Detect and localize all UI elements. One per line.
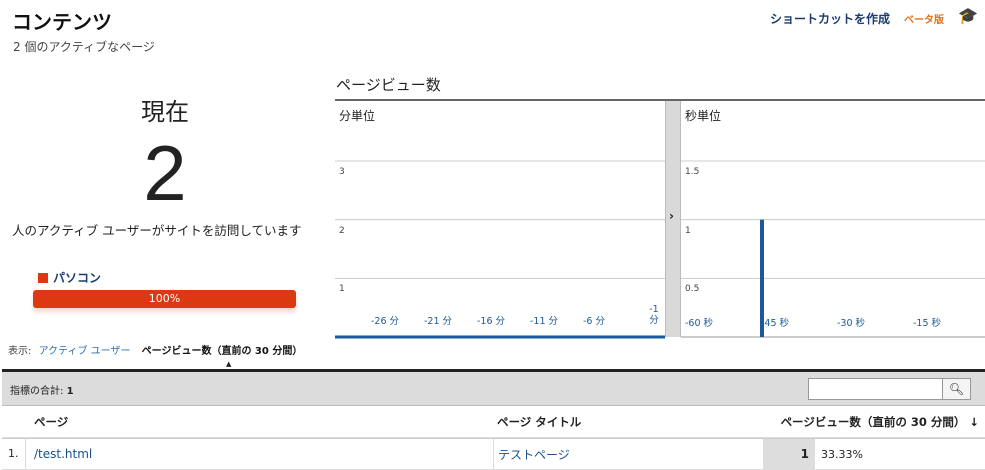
device-share-bar: 100%: [33, 290, 296, 308]
row-percent: 33.33%: [821, 447, 863, 461]
search-icon[interactable]: 🔍︎: [942, 379, 970, 399]
view-selector: 表示: アクティブ ユーザー ページビュー数（直前の 30 分間）: [8, 346, 302, 358]
x-tick-label: -26 分: [371, 316, 400, 327]
table-summary: 指標の合計: 1 🔍︎: [2, 372, 985, 406]
y-tick-label: 1: [339, 284, 345, 295]
search-input[interactable]: [809, 379, 939, 399]
x-tick-label: -15 秒: [913, 318, 942, 329]
page-subtitle: 2 個のアクティブなページ: [13, 40, 155, 54]
sort-desc-icon: ↓: [969, 414, 979, 429]
row-views: 1: [763, 439, 815, 469]
y-tick-label: 3: [339, 167, 345, 177]
beta-badge: ベータ版: [904, 15, 944, 26]
create-shortcut-link[interactable]: ショートカットを作成: [770, 12, 891, 26]
x-tick-label: -6 分: [583, 316, 605, 327]
pageviews-title: ページビュー数: [336, 76, 441, 94]
col-views[interactable]: ページビュー数（直前の 30 分間） ↓: [743, 414, 985, 430]
table-header: ページ ページ タイトル ページビュー数（直前の 30 分間） ↓: [2, 406, 985, 438]
selected-indicator-icon: ▲: [226, 360, 232, 368]
table-row: 1. /test.html テストページ 1 33.33%: [2, 438, 985, 470]
now-label: 現在: [141, 98, 189, 126]
chart-canvas: [335, 160, 985, 339]
row-page-link[interactable]: /test.html: [34, 447, 93, 461]
x-tick-label: -16 分: [477, 316, 506, 327]
x-tick-label: -1 分: [649, 304, 659, 326]
per-second-title: 秒単位: [685, 109, 722, 123]
page-title: コンテンツ: [12, 10, 112, 34]
col-page[interactable]: ページ: [34, 414, 69, 429]
pageview-bar: [760, 219, 764, 337]
x-tick-label: -30 秒: [837, 318, 866, 329]
legend-swatch: [38, 273, 48, 283]
row-title-link[interactable]: テストページ: [493, 439, 763, 469]
legend-label: パソコン: [53, 271, 102, 285]
x-tick-label: -21 分: [424, 316, 453, 327]
total-label: 指標の合計: 1: [10, 382, 74, 397]
panel-toggle[interactable]: [665, 101, 681, 337]
y-tick-label: 1.5: [685, 167, 700, 177]
y-tick-label: 0.5: [685, 284, 700, 295]
row-index: 1.: [2, 439, 26, 469]
x-tick-label: -45 秒: [761, 318, 790, 329]
graduation-cap-icon[interactable]: 🎓: [958, 6, 978, 25]
chevron-right-icon[interactable]: ›: [669, 209, 674, 223]
active-user-count: 2: [143, 129, 187, 217]
total-label-text: 指標の合計:: [10, 386, 64, 397]
col-title[interactable]: ページ タイトル: [497, 414, 582, 429]
view-label: 表示:: [8, 346, 32, 357]
view-active-users[interactable]: アクティブ ユーザー: [38, 346, 131, 357]
col-views-label: ページビュー数（直前の 30 分間）: [780, 414, 966, 429]
x-tick-label: -11 分: [530, 316, 559, 327]
active-users-description: 人のアクティブ ユーザーがサイトを訪問しています: [12, 223, 302, 238]
view-pageviews[interactable]: ページビュー数（直前の 30 分間）: [141, 346, 303, 357]
table-search: 🔍︎: [808, 378, 971, 400]
y-tick-label: 1: [685, 225, 691, 236]
pageviews-chart: 分単位 秒単位 › 1 2 3 0.5 1 1.5 -26 分 -21 分 -16 分 -11 分…: [335, 99, 985, 339]
x-tick-label: -60 秒: [685, 318, 714, 329]
pages-table: 指標の合計: 1 🔍︎ ページ ページ タイトル ページビュー数（直前の 30 …: [2, 369, 985, 470]
per-minute-title: 分単位: [339, 109, 376, 123]
device-legend-desktop: パソコン: [38, 269, 101, 286]
total-value: 1: [66, 386, 74, 397]
y-tick-label: 2: [339, 225, 345, 236]
